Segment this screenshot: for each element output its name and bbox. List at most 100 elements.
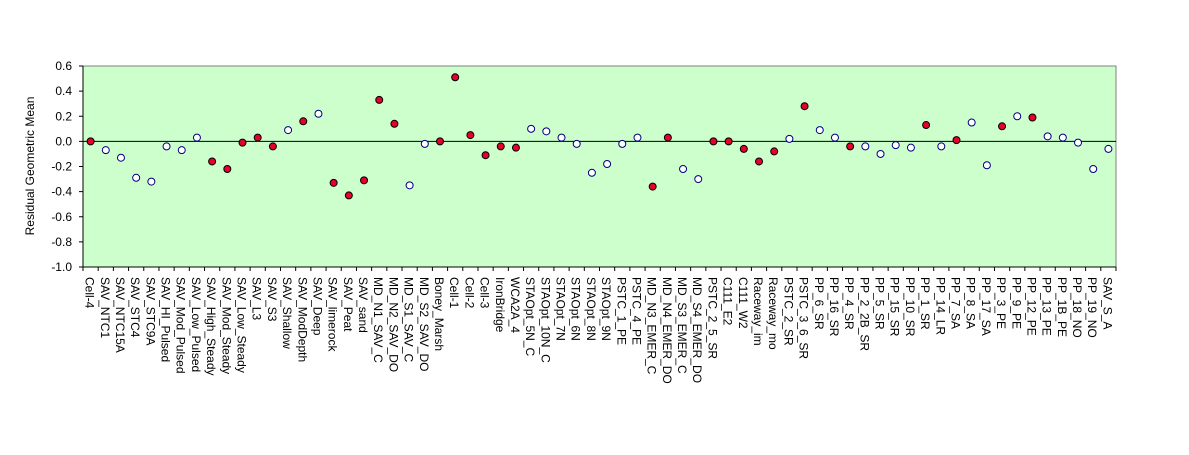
x-tick-label: MD_N4_EMER_DO xyxy=(660,277,674,384)
x-tick-label: MD_S1_SAV_C xyxy=(402,277,416,362)
x-tick-label: STAOpt_9N xyxy=(599,277,613,341)
x-tick-label: PSTC_2_5_SR xyxy=(705,277,719,359)
data-point xyxy=(937,142,946,151)
x-tick-label: PP_5_SR xyxy=(873,277,887,330)
data-point xyxy=(648,182,657,191)
data-point xyxy=(739,144,748,153)
data-point xyxy=(527,124,536,133)
data-point xyxy=(694,175,703,184)
x-tick-label: SAV_Mod_Pulsed xyxy=(174,277,188,374)
data-point xyxy=(1013,112,1022,121)
x-tick-label: SAV_limerock xyxy=(326,277,340,352)
data-point xyxy=(511,143,520,152)
data-point xyxy=(891,141,900,150)
data-point xyxy=(603,159,612,168)
data-point xyxy=(587,168,596,177)
x-tick-label: STAOpt_10N_C xyxy=(538,277,552,363)
data-point xyxy=(481,151,490,160)
data-point xyxy=(1074,138,1083,147)
data-point xyxy=(192,133,201,142)
x-tick-label: Raceway_mo xyxy=(766,277,780,350)
data-point xyxy=(830,133,839,142)
x-tick-label: PP_4_SR xyxy=(842,277,856,330)
data-point xyxy=(770,147,779,156)
y-tick-label: 0.4 xyxy=(55,84,72,98)
data-point xyxy=(451,73,460,82)
x-tick-label: PP_19_NO xyxy=(1085,277,1099,338)
data-point xyxy=(906,143,915,152)
y-tick-label: 0.6 xyxy=(55,59,72,73)
x-tick-label: Boney_Marsh xyxy=(432,277,446,351)
data-point xyxy=(998,122,1007,131)
x-tick-label: Raceway_im xyxy=(751,277,765,346)
x-tick-label: PP_7_SA xyxy=(948,277,962,329)
x-tick-label: PP_14_LR xyxy=(933,277,947,335)
data-point xyxy=(299,117,308,126)
data-point xyxy=(967,118,976,127)
data-point xyxy=(390,119,399,128)
data-point xyxy=(861,142,870,151)
x-tick-label: PP_3_PE xyxy=(994,277,1008,329)
x-tick-label: PP_16_SR xyxy=(827,277,841,337)
data-point xyxy=(815,126,824,135)
data-point xyxy=(982,161,991,170)
x-tick-label: SAV_Deep xyxy=(310,277,324,336)
x-tick-label: SAV_S3 xyxy=(265,277,279,322)
data-point xyxy=(542,127,551,136)
data-point xyxy=(663,133,672,142)
x-tick-label: PP_8_SA xyxy=(964,277,978,329)
x-tick-label: Cell-1 xyxy=(447,277,461,309)
x-tick-label: IronBridge xyxy=(493,277,507,333)
data-point xyxy=(314,109,323,118)
data-point xyxy=(147,177,156,186)
data-point xyxy=(86,137,95,146)
x-tick-label: C111_E2 xyxy=(721,277,735,326)
x-tick-label: MD_N2_SAV_DO xyxy=(386,277,400,372)
x-tick-label: PP_15_SR xyxy=(888,277,902,337)
data-point xyxy=(922,121,931,130)
x-tick-label: Cell-2 xyxy=(462,277,476,309)
data-point xyxy=(1089,165,1098,174)
x-tick-label: MD_S2_SAV_DO xyxy=(417,277,431,371)
y-tick-label: 0.2 xyxy=(55,109,72,123)
x-tick-label: PSTC_2_SR xyxy=(781,277,795,346)
x-tick-label: STAOpt_8N xyxy=(584,277,598,341)
y-tick-label: 0.0 xyxy=(55,134,72,148)
data-point xyxy=(284,126,293,135)
x-tick-label: SAV_STC9A xyxy=(143,277,157,345)
x-tick-label: SAV_sand xyxy=(356,277,370,333)
data-points xyxy=(86,73,1113,200)
data-point xyxy=(1104,144,1113,153)
y-tick-label: -0.6 xyxy=(51,210,72,224)
x-tick-label: PP_9_PE xyxy=(1009,277,1023,329)
data-point xyxy=(785,134,794,143)
data-point xyxy=(360,176,369,185)
data-point xyxy=(238,138,247,147)
data-point xyxy=(679,165,688,174)
x-tick-label: MD_N3_EMER_C xyxy=(645,277,659,375)
y-tick-label: -0.2 xyxy=(51,160,72,174)
x-tick-label: SAV_STC4 xyxy=(128,277,142,338)
x-tick-label: SAV_Low_Steady xyxy=(235,277,249,373)
data-point xyxy=(876,149,885,158)
plot-area xyxy=(82,65,1117,268)
x-tick-label: SAV_ModDepth xyxy=(295,277,309,362)
x-tick-label: PP_13_PE xyxy=(1040,277,1054,336)
data-point xyxy=(952,136,961,145)
x-tick-label: WCA2A_4 xyxy=(508,277,522,333)
x-tick-label: PP_10_SR xyxy=(903,277,917,337)
x-tick-label: SAV_NTC15A xyxy=(113,277,127,353)
x-tick-label: PP_6_SR xyxy=(812,277,826,330)
data-point xyxy=(557,133,566,142)
data-point xyxy=(435,137,444,146)
data-point xyxy=(1028,113,1037,122)
data-point xyxy=(496,142,505,151)
data-point xyxy=(223,165,232,174)
y-tick-label: -0.4 xyxy=(51,185,72,199)
x-tick-label: STAOpt_6N xyxy=(569,277,583,341)
data-point xyxy=(375,95,384,104)
x-tick-label: PSTC_4_PE xyxy=(629,277,643,345)
data-point xyxy=(116,153,125,162)
x-tick-label: PSTC_1_PE xyxy=(614,277,628,345)
